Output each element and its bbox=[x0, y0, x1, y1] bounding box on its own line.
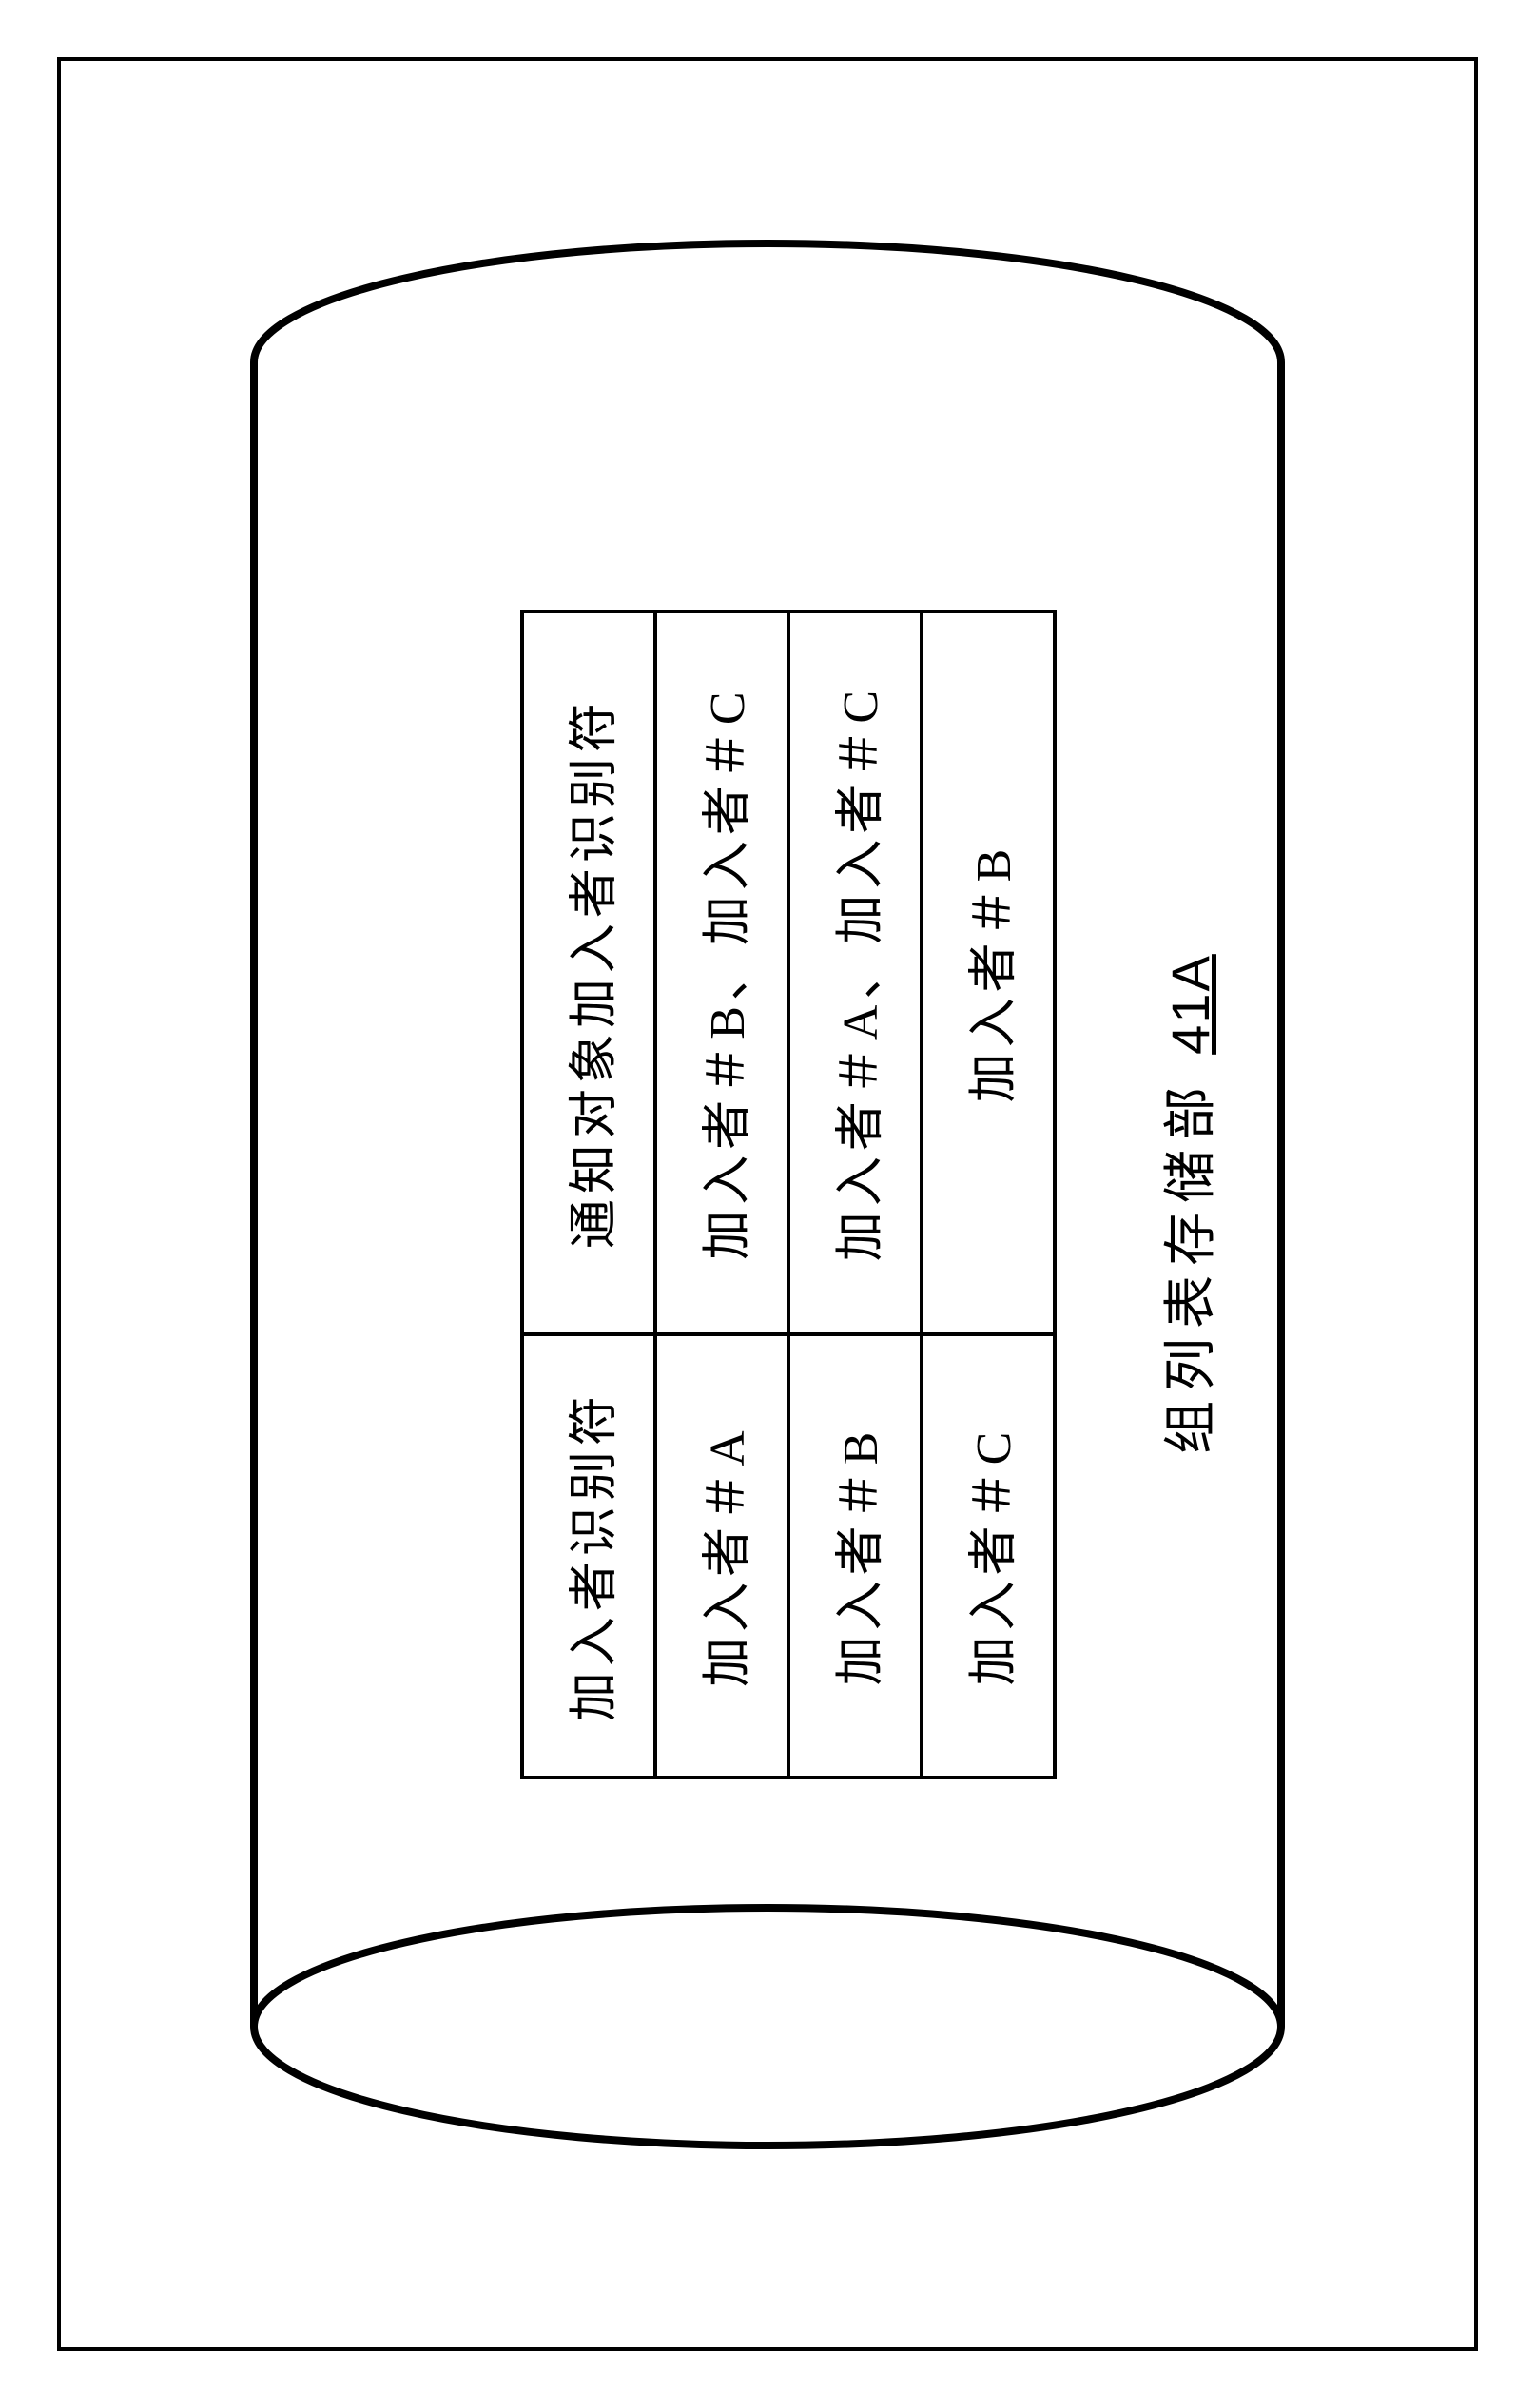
cell-subscriber: 加入者＃C bbox=[922, 1334, 1055, 1777]
diagram-caption: 组列表存储部 41A bbox=[1148, 182, 1225, 2226]
group-list-table: 加入者识别符 通知对象加入者识别符 加入者＃A 加入者＃B、加入者＃C 加入者＃… bbox=[520, 610, 1053, 1779]
caption-text: 组列表存储部 bbox=[1162, 1055, 1221, 1454]
cell-notify: 加入者＃A、加入者＃C bbox=[788, 612, 922, 1334]
diagram-container: 加入者识别符 通知对象加入者识别符 加入者＃A 加入者＃B、加入者＃C 加入者＃… bbox=[197, 182, 1338, 2226]
cell-notify: 加入者＃B、加入者＃C bbox=[655, 612, 788, 1334]
header-subscriber-id: 加入者识别符 bbox=[522, 1334, 655, 1777]
caption-refnum: 41A bbox=[1160, 954, 1220, 1055]
cylinder-storage: 加入者识别符 通知对象加入者识别符 加入者＃A 加入者＃B、加入者＃C 加入者＃… bbox=[197, 182, 1338, 2226]
table-row: 加入者＃C 加入者＃B bbox=[922, 612, 1055, 1777]
header-notify-target-id: 通知对象加入者识别符 bbox=[522, 612, 655, 1334]
cell-subscriber: 加入者＃B bbox=[788, 1334, 922, 1777]
table-row: 加入者＃A 加入者＃B、加入者＃C bbox=[655, 612, 788, 1777]
cell-notify: 加入者＃B bbox=[922, 612, 1055, 1334]
cell-subscriber: 加入者＃A bbox=[655, 1334, 788, 1777]
table-header-row: 加入者识别符 通知对象加入者识别符 bbox=[522, 612, 655, 1777]
table-row: 加入者＃B 加入者＃A、加入者＃C bbox=[788, 612, 922, 1777]
data-table: 加入者识别符 通知对象加入者识别符 加入者＃A 加入者＃B、加入者＃C 加入者＃… bbox=[520, 610, 1057, 1779]
